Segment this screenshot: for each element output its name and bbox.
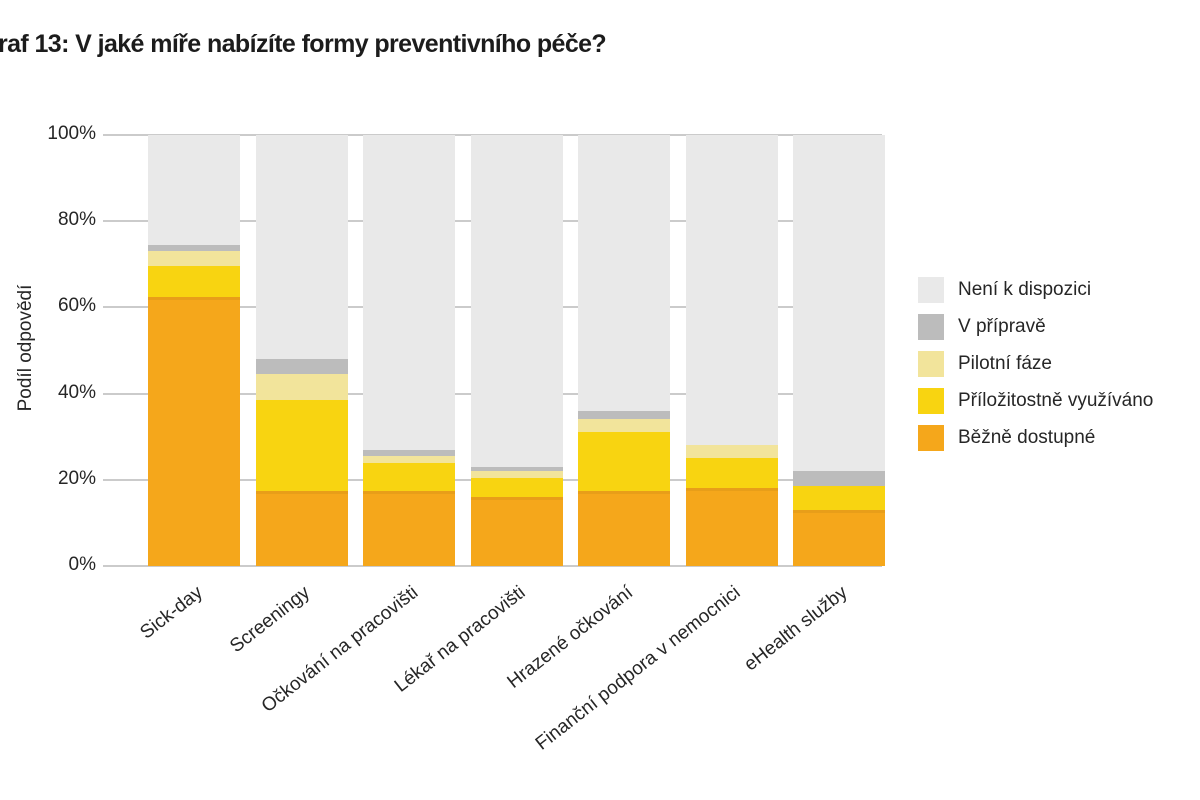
bar-segment bbox=[148, 251, 240, 267]
bar-segment bbox=[685, 445, 778, 459]
bar-segment bbox=[685, 135, 778, 446]
bar-segment bbox=[148, 266, 240, 297]
bar-segment bbox=[578, 410, 670, 420]
bar-segment bbox=[148, 244, 240, 252]
legend-item: Běžně dostupné bbox=[918, 425, 1153, 451]
bar-segment bbox=[470, 477, 563, 498]
legend-label: Příložitostně využíváno bbox=[958, 390, 1154, 411]
legend-item: V přípravě bbox=[918, 314, 1153, 340]
legend-label: V přípravě bbox=[958, 316, 1046, 337]
gridline-0 bbox=[103, 565, 882, 567]
legend-label: Není k dispozici bbox=[958, 279, 1092, 300]
bar-segment bbox=[793, 135, 885, 472]
legend-item: Příložitostně využíváno bbox=[918, 388, 1153, 414]
bar-segment bbox=[255, 400, 348, 491]
bar-segment bbox=[793, 509, 885, 566]
bar-segment bbox=[255, 490, 348, 566]
legend-swatch bbox=[918, 425, 944, 451]
legend-swatch bbox=[918, 277, 944, 303]
x-axis-label: eHealth služby bbox=[740, 582, 852, 676]
bar-segment bbox=[578, 135, 670, 411]
bar-segment bbox=[363, 135, 455, 450]
legend: Není k dispozici V přípravě Pilotní fáze Př… bbox=[918, 277, 1153, 462]
bar-3 bbox=[363, 135, 455, 566]
bar-7 bbox=[793, 135, 885, 566]
bar-segment bbox=[470, 471, 563, 478]
plot-area bbox=[103, 134, 885, 567]
bar-1 bbox=[148, 135, 240, 566]
y-tick-label: 40% bbox=[57, 381, 96, 403]
legend-item: Pilotní fáze bbox=[918, 351, 1153, 377]
gridline-100 bbox=[103, 134, 882, 136]
bar-segment bbox=[685, 488, 778, 566]
x-axis-label: Screeningy bbox=[226, 582, 315, 658]
bar-5 bbox=[578, 135, 670, 566]
bar-6 bbox=[685, 135, 778, 566]
bar-segment bbox=[148, 296, 240, 566]
legend-swatch bbox=[918, 314, 944, 340]
legend-swatch bbox=[918, 388, 944, 414]
bar-2 bbox=[255, 135, 348, 566]
bar-segment bbox=[148, 135, 240, 245]
bar-segment bbox=[793, 486, 885, 510]
x-axis-label: Sick-day bbox=[136, 582, 207, 644]
legend-item: Není k dispozici bbox=[918, 277, 1153, 303]
bar-segment bbox=[363, 490, 455, 566]
bar-segment bbox=[578, 432, 670, 491]
bar-segment bbox=[793, 471, 885, 487]
y-tick-label: 80% bbox=[57, 209, 96, 231]
legend-label: Pilotní fáze bbox=[958, 353, 1052, 374]
bar-segment bbox=[255, 135, 348, 360]
bar-segment bbox=[363, 456, 455, 463]
legend-swatch bbox=[918, 351, 944, 377]
chart-title: raf 13: V jaké míře nabízíte formy preve… bbox=[0, 30, 607, 58]
bar-segment bbox=[685, 458, 778, 489]
y-tick-label: 60% bbox=[57, 295, 96, 317]
bar-segment bbox=[470, 135, 563, 467]
bar-segment bbox=[255, 359, 348, 375]
bar-segment bbox=[255, 374, 348, 401]
bar-segment bbox=[470, 497, 563, 566]
y-tick-label: 0% bbox=[68, 554, 96, 575]
x-axis-label: Finanční podpora v nemocnici bbox=[531, 582, 745, 755]
bar-segment bbox=[470, 466, 563, 472]
legend-label: Běžně dostupné bbox=[958, 427, 1096, 448]
bar-4 bbox=[470, 135, 563, 566]
bar-segment bbox=[578, 419, 670, 433]
bar-segment bbox=[363, 462, 455, 491]
bar-segment bbox=[578, 490, 670, 566]
y-tick-label: 100% bbox=[47, 123, 96, 144]
bar-segment bbox=[363, 449, 455, 457]
y-tick-label: 20% bbox=[57, 467, 96, 489]
